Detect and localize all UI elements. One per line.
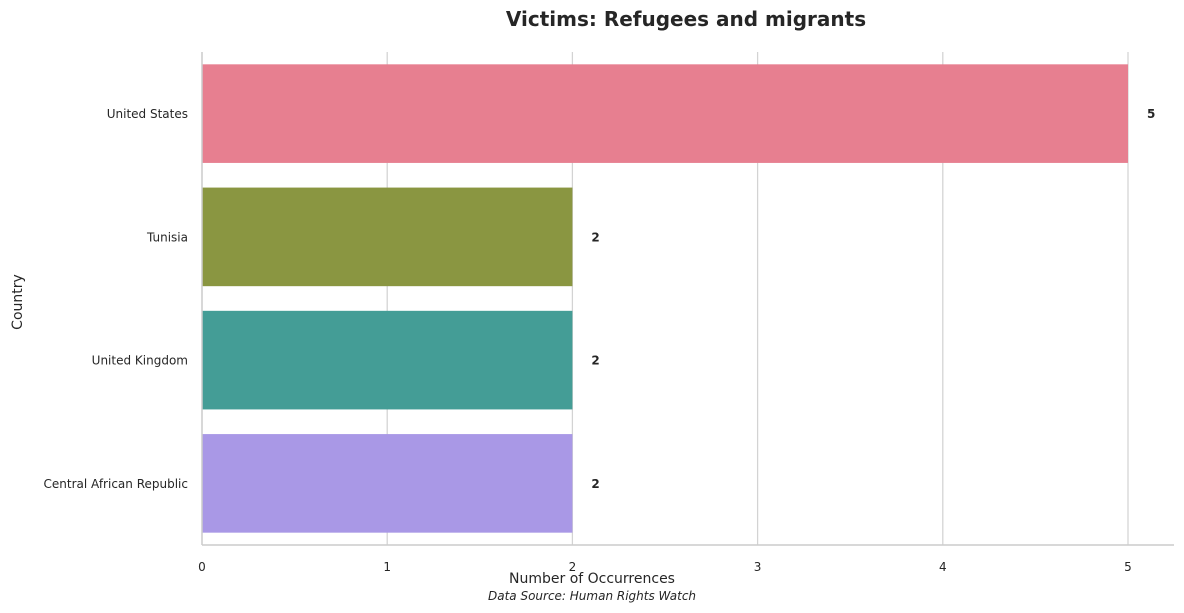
bar <box>202 310 573 410</box>
y-tick-label: Central African Republic <box>44 477 188 491</box>
bar-value-label: 2 <box>591 477 599 491</box>
bars-layer <box>202 64 1128 533</box>
chart-title: Victims: Refugees and migrants <box>506 7 866 31</box>
y-tick-label: United States <box>107 107 188 121</box>
bar-value-label: 5 <box>1147 107 1155 121</box>
bar-value-label: 2 <box>591 230 599 244</box>
y-tick-labels: United States Tunisia United Kingdom Centra… <box>44 107 188 491</box>
x-axis-label: Number of Occurrences <box>509 571 675 587</box>
bar <box>202 64 1128 163</box>
y-axis-label: Country <box>10 274 26 330</box>
data-source-note: Data Source: Human Rights Watch <box>488 589 696 603</box>
x-tick-label: 4 <box>939 560 947 574</box>
x-tick-label: 5 <box>1124 560 1132 574</box>
y-tick-label: Tunisia <box>146 230 188 244</box>
x-tick-label: 3 <box>754 560 762 574</box>
y-tick-label: United Kingdom <box>92 354 188 368</box>
bar-value-label: 2 <box>591 354 599 368</box>
bar <box>202 434 573 533</box>
labels-layer: 5 2 2 2 <box>591 107 1155 491</box>
bar <box>202 187 573 287</box>
x-tick-label: 2 <box>569 560 577 574</box>
x-tick-label: 0 <box>198 560 206 574</box>
x-tick-label: 1 <box>383 560 391 574</box>
x-tick-labels: 0 1 2 3 4 5 <box>198 560 1132 574</box>
